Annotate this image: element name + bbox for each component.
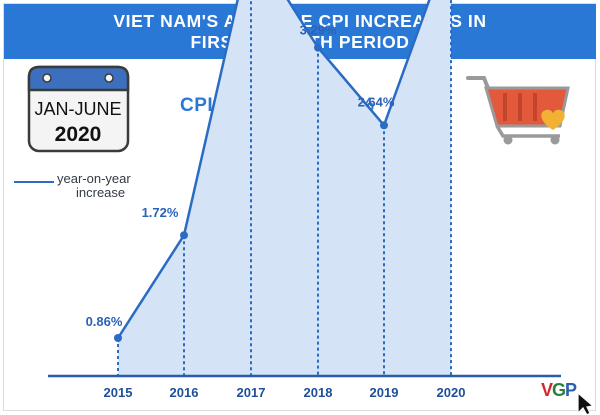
data-label-2018: 3.29% (300, 23, 337, 38)
legend-label: year-on-year increase (57, 172, 131, 200)
data-point-2019 (380, 121, 388, 130)
x-tick-label-2017: 2017 (237, 385, 266, 400)
legend-label-line-2: increase (76, 185, 126, 200)
logo-letter-p: P (565, 380, 577, 400)
logo-letter-g: G (552, 380, 566, 400)
data-point-2018 (314, 43, 322, 52)
data-label-2019: 2.64% (358, 94, 395, 109)
calendar-period: JAN-JUNE (34, 99, 121, 119)
data-point-2015 (114, 334, 122, 342)
area-fill (118, 0, 451, 376)
x-tick-label-2019: 2019 (370, 385, 399, 400)
data-label-2015: 0.86% (86, 314, 123, 329)
legend-line-swatch (14, 181, 54, 183)
x-tick-label-2015: 2015 (104, 385, 133, 400)
legend-label-line-1: year-on-year (57, 171, 131, 186)
data-label-2016: 1.72% (142, 205, 179, 220)
series-line (116, 0, 431, 339)
data-point-2016 (180, 231, 188, 240)
vgp-logo: VGP (541, 380, 577, 401)
logo-letter-v: V (541, 380, 553, 400)
calendar-year: 2020 (55, 123, 102, 146)
x-tick-label-2016: 2016 (170, 385, 199, 400)
x-tick-label-2018: 2018 (304, 385, 333, 400)
heart-icon (541, 109, 565, 130)
x-tick-label-2020: 2020 (437, 385, 466, 400)
